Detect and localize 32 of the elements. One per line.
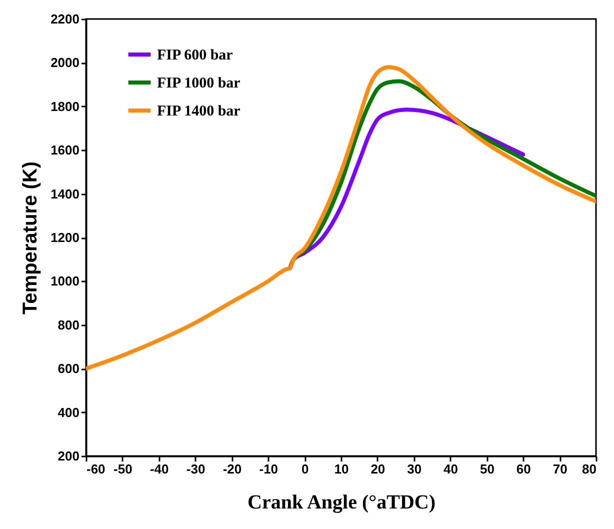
x-tick-label: -10 bbox=[259, 462, 278, 476]
y-tick-label: 800 bbox=[58, 317, 80, 332]
y-tick-label: 200 bbox=[58, 448, 80, 464]
x-tick-label: 10 bbox=[334, 462, 349, 476]
y-tick-label: 600 bbox=[58, 361, 80, 376]
x-tick-label: -20 bbox=[222, 462, 242, 476]
x-tick-label: 70 bbox=[552, 462, 568, 476]
x-tick-label: -40 bbox=[150, 462, 169, 476]
y-tick-label: 1200 bbox=[50, 230, 80, 245]
x-axis-title: Crank Angle (°aTDC) bbox=[247, 492, 436, 514]
y-tick-label: 400 bbox=[58, 404, 80, 420]
legend-label: FIP 1000 bar bbox=[157, 76, 241, 92]
y-tick-label: 2000 bbox=[50, 55, 80, 70]
line-series bbox=[86, 65, 596, 371]
y-axis-title: Temperature (K) bbox=[20, 162, 42, 314]
x-tick-label: 30 bbox=[407, 462, 422, 476]
x-tick-label: 50 bbox=[480, 462, 494, 476]
y-tick-label: 1400 bbox=[50, 186, 80, 202]
x-tick-label: -60 bbox=[86, 462, 106, 476]
x-tick-label: 40 bbox=[444, 462, 458, 476]
y-tick-label: 2200 bbox=[50, 12, 80, 26]
x-tick-label: 80 bbox=[582, 462, 596, 476]
x-tick-label: 0 bbox=[301, 462, 309, 476]
y-tick-label: 1800 bbox=[50, 98, 80, 114]
x-tick-label: 60 bbox=[516, 462, 531, 476]
x-tick-label: -50 bbox=[114, 462, 132, 476]
x-tick-label: -30 bbox=[186, 462, 206, 476]
legend-label: FIP 600 bar bbox=[157, 48, 234, 64]
y-tick-label: 1000 bbox=[50, 274, 80, 289]
y-tick-label: 1600 bbox=[50, 142, 80, 158]
legend-label: FIP 1400 bar bbox=[157, 104, 241, 120]
x-tick-label: 20 bbox=[370, 462, 386, 476]
